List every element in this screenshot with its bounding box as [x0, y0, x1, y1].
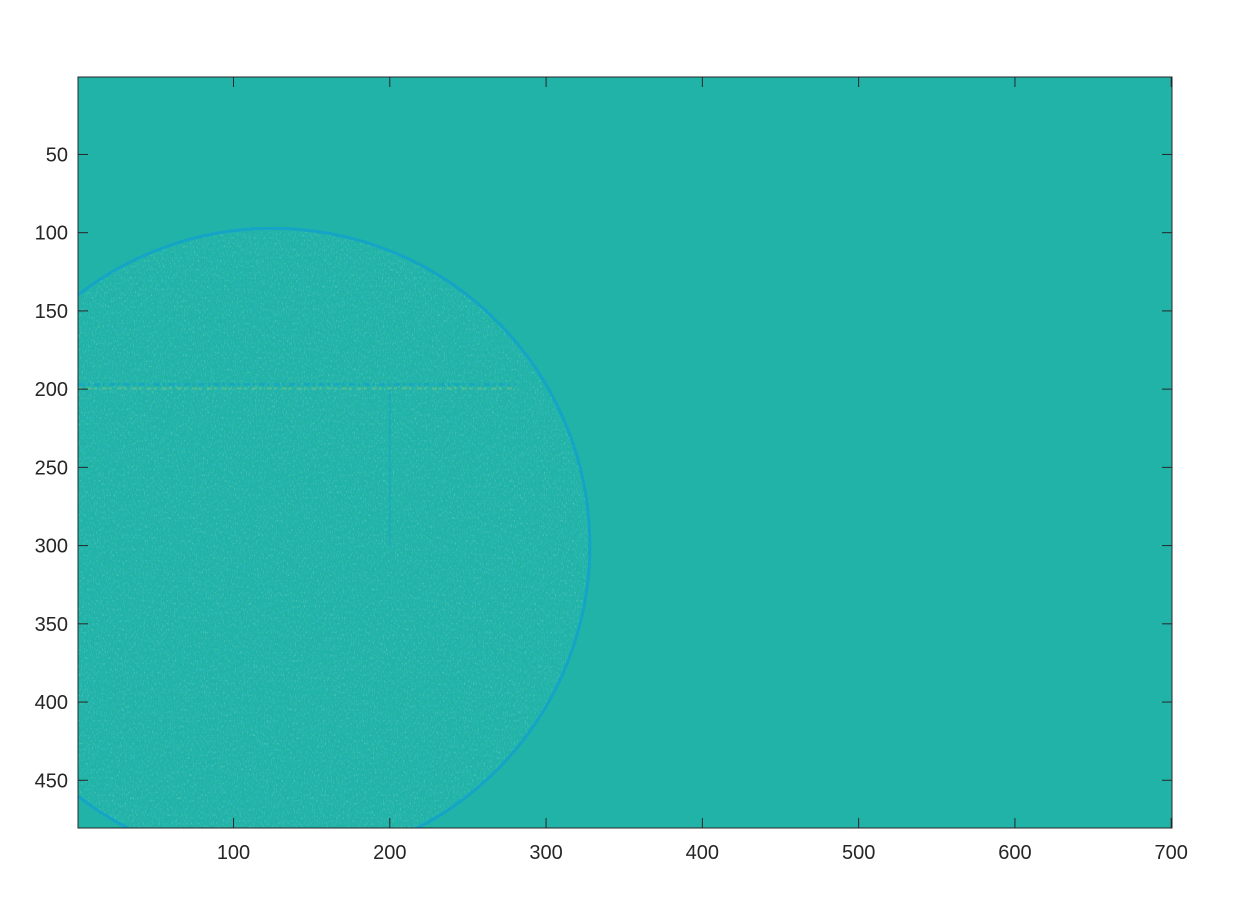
- y-tick-label: 300: [35, 536, 68, 558]
- x-tick-label: 200: [373, 842, 406, 864]
- disc-texture-dark: [78, 228, 590, 828]
- x-axis: 100 200 300 400 500 600 700: [217, 77, 1188, 864]
- image-heatmap: [78, 77, 1172, 828]
- circle-edge: [78, 226, 592, 828]
- x-tick-label: 600: [998, 842, 1031, 864]
- x-tick-label: 500: [842, 842, 875, 864]
- circular-feature: [78, 226, 592, 828]
- x-tick-label: 300: [529, 842, 562, 864]
- y-tick-label: 400: [35, 692, 68, 714]
- y-tick-label: 200: [35, 379, 68, 401]
- y-tick-label: 450: [35, 770, 68, 792]
- x-tick-label: 700: [1155, 842, 1188, 864]
- y-tick-label: 350: [35, 614, 68, 636]
- y-tick-label: 250: [35, 457, 68, 479]
- x-tick-label: 400: [686, 842, 719, 864]
- y-tick-label: 50: [46, 144, 68, 166]
- y-tick-label: 150: [35, 301, 68, 323]
- y-axis: 50 100 150 200 250 300 350 400 450: [35, 144, 1172, 792]
- y-tick-label: 100: [35, 223, 68, 245]
- axes-box: [77, 76, 1173, 829]
- x-tick-label: 100: [217, 842, 250, 864]
